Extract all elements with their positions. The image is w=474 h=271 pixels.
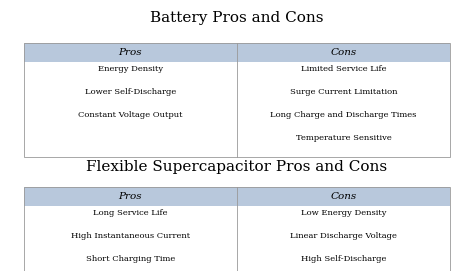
Text: Temperature Sensitive: Temperature Sensitive: [296, 134, 392, 142]
Text: High Instantaneous Current: High Instantaneous Current: [71, 232, 190, 240]
Bar: [24, 187, 450, 206]
Text: Short Charging Time: Short Charging Time: [86, 255, 175, 263]
Text: Long Charge and Discharge Times: Long Charge and Discharge Times: [271, 111, 417, 119]
Text: Long Service Life: Long Service Life: [93, 209, 168, 217]
Text: High Self-Discharge: High Self-Discharge: [301, 255, 386, 263]
Text: Lower Self-Discharge: Lower Self-Discharge: [85, 88, 176, 96]
Text: Pros: Pros: [118, 48, 142, 57]
Text: Pros: Pros: [118, 192, 142, 201]
Text: Battery Pros and Cons: Battery Pros and Cons: [150, 11, 324, 25]
Text: Cons: Cons: [330, 192, 357, 201]
Text: Flexible Supercapacitor Pros and Cons: Flexible Supercapacitor Pros and Cons: [86, 160, 388, 174]
Text: Limited Service Life: Limited Service Life: [301, 65, 386, 73]
Bar: [24, 62, 450, 157]
Bar: [24, 43, 450, 62]
Text: Constant Voltage Output: Constant Voltage Output: [78, 111, 182, 119]
Bar: [24, 187, 450, 271]
Text: Linear Discharge Voltage: Linear Discharge Voltage: [290, 232, 397, 240]
Bar: [24, 206, 450, 271]
Text: Energy Density: Energy Density: [98, 65, 163, 73]
Bar: [24, 43, 450, 157]
Text: Cons: Cons: [330, 48, 357, 57]
Text: Surge Current Limitation: Surge Current Limitation: [290, 88, 397, 96]
Text: Low Energy Density: Low Energy Density: [301, 209, 386, 217]
